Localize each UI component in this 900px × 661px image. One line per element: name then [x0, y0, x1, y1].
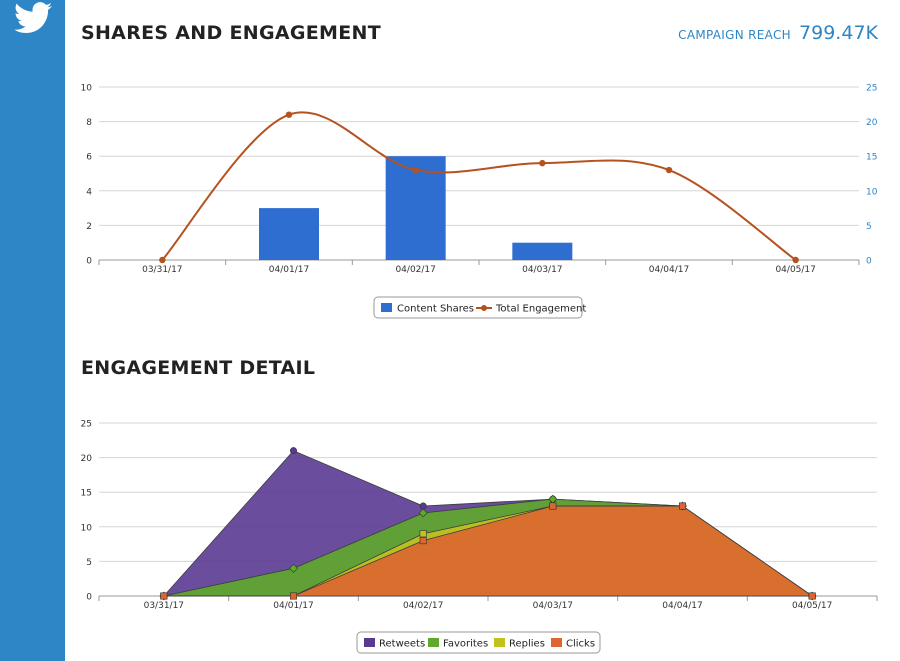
legend-swatch-content-shares — [381, 303, 392, 312]
x-tick-label: 04/01/17 — [269, 265, 309, 275]
y-tick-label-right: 25 — [866, 84, 877, 94]
x-tick-label: 04/04/17 — [662, 601, 702, 611]
campaign-reach: CAMPAIGN REACH 799.47K — [678, 22, 878, 44]
line-total-engagement — [161, 111, 797, 261]
y-tick-label-left: 10 — [81, 84, 93, 94]
y-tick-label: 0 — [86, 593, 92, 603]
point-clicks — [160, 592, 168, 600]
x-tick-label: 04/02/17 — [403, 601, 443, 611]
y-tick-label-left: 4 — [86, 187, 92, 197]
x-tick-label: 04/05/17 — [775, 265, 815, 275]
legend-label-retweets: Retweets — [379, 639, 425, 650]
point-total-engagement — [412, 166, 419, 174]
legend-swatch-favorites — [428, 638, 439, 647]
legend-swatch-replies — [494, 638, 505, 647]
point-total-engagement — [285, 111, 293, 118]
point-favorites — [418, 508, 428, 518]
point-clicks — [678, 502, 686, 510]
point-replies — [419, 530, 427, 538]
y-tick-label-left: 0 — [86, 257, 92, 267]
y-tick-label: 20 — [81, 454, 93, 464]
point-clicks — [289, 592, 297, 600]
point-total-engagement — [539, 159, 546, 167]
x-tick-label: 04/03/17 — [533, 601, 573, 611]
twitter-bird-icon — [14, 2, 52, 34]
y-tick-label-left: 6 — [86, 153, 92, 163]
x-tick-label: 04/03/17 — [522, 265, 562, 275]
y-tick-label-left: 2 — [86, 222, 92, 232]
x-tick-label: 03/31/17 — [144, 601, 184, 611]
page-title: SHARES AND ENGAGEMENT — [81, 22, 381, 44]
shares-engagement-chart: 0 2 4 6 8 10 0 5 10 15 20 25 03/31/17 04/01/17 04/02/1… — [81, 84, 878, 319]
legend-box — [356, 631, 601, 654]
legend-swatch-clicks — [551, 638, 562, 647]
legend-label-replies: Replies — [509, 639, 545, 650]
campaign-reach-value: 799.47K — [799, 22, 878, 44]
y-tick-label: 25 — [81, 420, 92, 430]
legend-marker-total-engagement — [481, 305, 487, 311]
bar-content-shares — [259, 208, 319, 260]
bar-content-shares — [385, 156, 446, 260]
point-clicks — [419, 537, 427, 545]
point-total-engagement — [665, 166, 673, 174]
legend-label-content-shares: Content Shares — [397, 304, 474, 315]
campaign-reach-label: CAMPAIGN REACH — [678, 28, 791, 42]
y-tick-label: 5 — [86, 558, 92, 568]
y-tick-label-right: 0 — [866, 257, 872, 267]
point-retweets — [419, 502, 427, 510]
point-total-engagement — [792, 256, 799, 264]
point-clicks — [549, 502, 557, 510]
x-tick-label: 03/31/17 — [142, 265, 182, 275]
y-tick-label-right: 10 — [866, 187, 878, 197]
y-tick-label-right: 5 — [866, 222, 872, 232]
x-tick-label: 04/04/17 — [649, 265, 689, 275]
y-tick-label-right: 15 — [866, 153, 877, 163]
bar-content-shares — [512, 242, 573, 260]
legend-label-favorites: Favorites — [443, 639, 488, 650]
point-total-engagement — [159, 256, 166, 264]
legend-swatch-retweets — [364, 638, 375, 647]
legend-label-clicks: Clicks — [566, 639, 595, 650]
x-tick-label: 04/02/17 — [395, 265, 435, 275]
y-tick-label: 10 — [81, 523, 93, 533]
x-tick-label: 04/01/17 — [273, 601, 313, 611]
y-tick-label: 15 — [81, 489, 92, 499]
point-clicks — [808, 592, 816, 600]
point-retweets — [289, 447, 297, 455]
x-tick-label: 04/05/17 — [792, 601, 832, 611]
y-tick-label-right: 20 — [866, 118, 878, 128]
sidebar — [0, 0, 65, 661]
y-tick-label-left: 8 — [86, 118, 92, 128]
legend-label-total-engagement: Total Engagement — [495, 304, 586, 315]
engagement-detail-chart: 0 5 10 15 20 25 03/31/17 04/01/17 04/02/17 04/03/… — [81, 420, 878, 654]
point-favorites — [289, 563, 298, 573]
section-title-engagement-detail: ENGAGEMENT DETAIL — [81, 357, 316, 379]
